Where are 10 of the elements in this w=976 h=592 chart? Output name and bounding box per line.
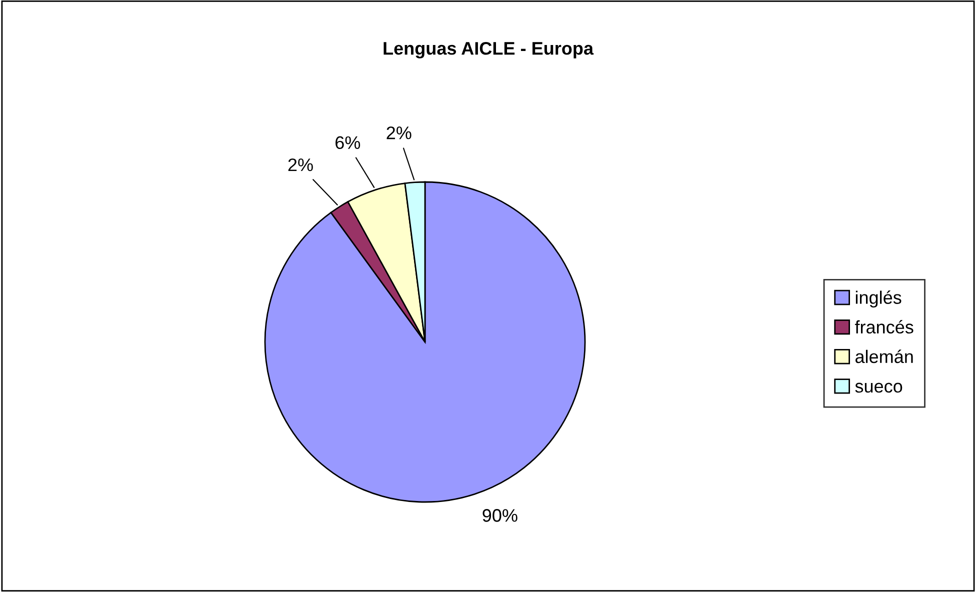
data-label: 90%: [482, 509, 518, 522]
pie-slice: [264, 181, 586, 503]
chart-title: Lenguas AICLE - Europa: [384, 42, 594, 58]
legend-label: inglés: [856, 290, 902, 308]
legend-label: francés: [854, 320, 914, 334]
legend-label: alemán: [855, 350, 913, 364]
data-label: 2%: [386, 126, 412, 140]
data-label: 2%: [288, 158, 313, 172]
data-label: 6%: [336, 136, 360, 150]
legend-label: sueco: [855, 382, 902, 393]
